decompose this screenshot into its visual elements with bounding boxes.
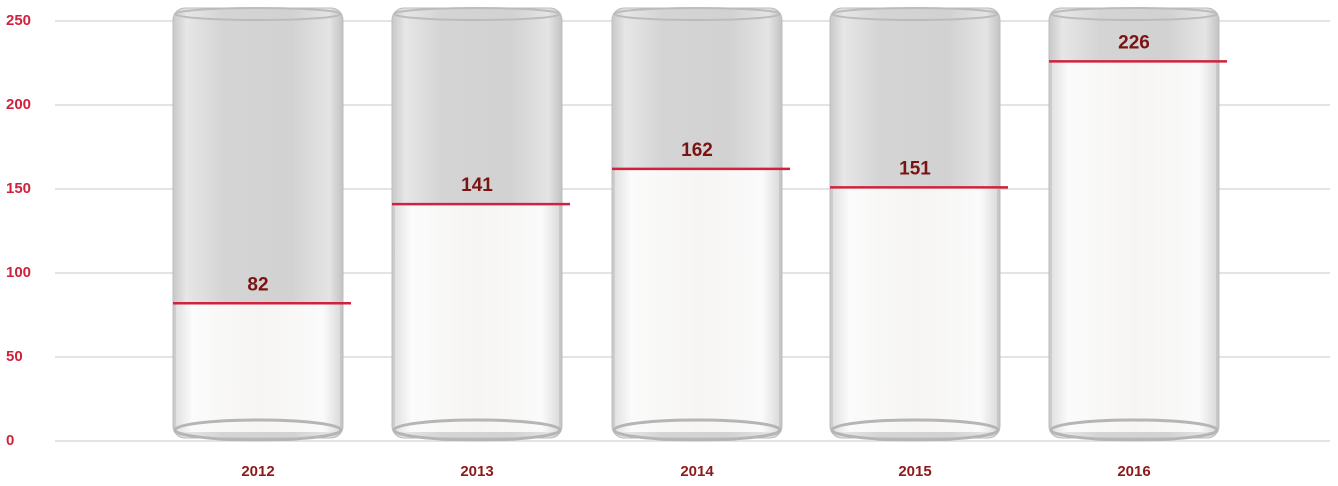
glass-rim [1050, 7, 1218, 21]
glass-base [830, 418, 1000, 442]
y-tick-label: 100 [6, 264, 31, 281]
milk [395, 204, 559, 432]
glass-rim [613, 7, 781, 21]
x-tick-label: 2013 [460, 463, 493, 480]
y-tick-label: 150 [6, 180, 31, 197]
y-tick-label: 50 [6, 348, 23, 365]
value-label: 141 [461, 175, 493, 196]
x-tick-label: 2012 [241, 463, 274, 480]
value-label: 151 [899, 158, 931, 179]
y-tick-label: 250 [6, 12, 31, 29]
x-tick-label: 2015 [898, 463, 931, 480]
glass-base [392, 418, 562, 442]
glass-base [1049, 418, 1219, 442]
glass-rim [174, 7, 342, 21]
glass-rim [393, 7, 561, 21]
value-label: 82 [247, 274, 268, 295]
x-tick-label: 2016 [1117, 463, 1150, 480]
x-tick-label: 2014 [680, 463, 714, 480]
milk [833, 187, 997, 432]
milk [1052, 61, 1216, 432]
value-label: 162 [681, 140, 713, 161]
glass-rim [831, 7, 999, 21]
glass-base [173, 418, 343, 442]
y-tick-label: 0 [6, 432, 14, 449]
y-tick-label: 200 [6, 96, 31, 113]
milk [615, 168, 779, 432]
value-label: 226 [1118, 32, 1150, 53]
glass-base [612, 418, 782, 442]
milk [176, 303, 340, 432]
